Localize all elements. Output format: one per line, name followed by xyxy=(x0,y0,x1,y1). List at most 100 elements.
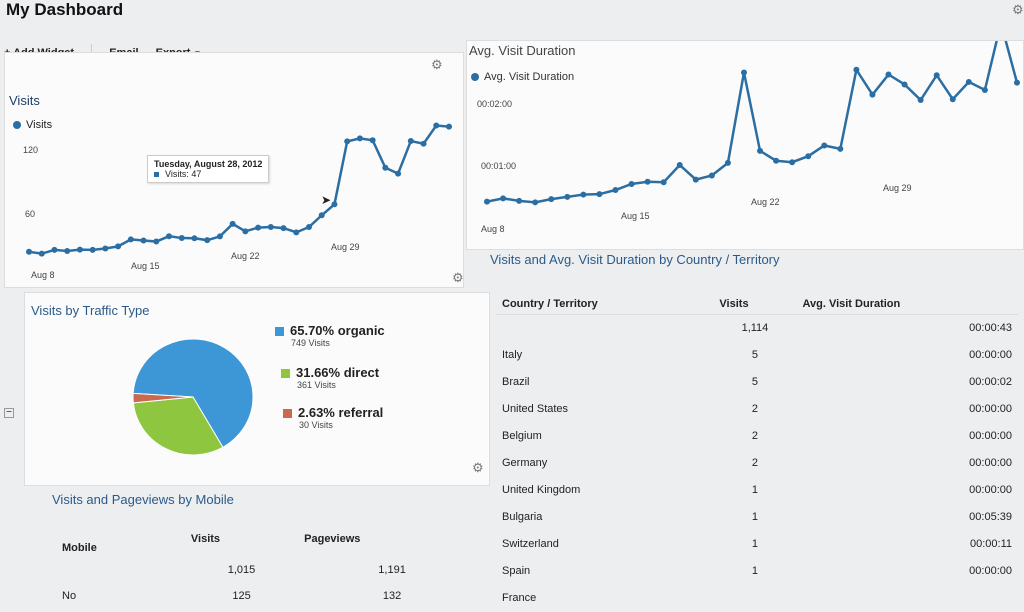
duration-data-point[interactable] xyxy=(516,197,523,204)
duration-data-point[interactable] xyxy=(933,72,940,79)
pie-slice-direct[interactable] xyxy=(132,396,224,456)
visits-data-point[interactable] xyxy=(38,250,45,257)
visits-data-point[interactable] xyxy=(407,138,414,145)
visits-data-point[interactable] xyxy=(191,235,198,242)
cell-duration: 00:00:00 xyxy=(796,341,1018,369)
visits-data-point[interactable] xyxy=(64,247,71,254)
traffic-gear-icon[interactable]: ⚙ xyxy=(452,270,464,285)
visits-data-point[interactable] xyxy=(446,123,452,130)
visits-data-point[interactable] xyxy=(395,170,402,177)
duration-data-point[interactable] xyxy=(773,157,780,164)
duration-data-point[interactable] xyxy=(644,178,651,185)
collapse-icon[interactable]: − xyxy=(4,408,14,418)
visits-data-point[interactable] xyxy=(242,228,249,235)
duration-data-point[interactable] xyxy=(740,69,747,76)
visits-data-point[interactable] xyxy=(51,246,58,253)
cell-visits: 5 xyxy=(713,341,797,369)
visits-data-point[interactable] xyxy=(369,137,376,144)
referral-visits: 30 Visits xyxy=(299,420,333,430)
visits-data-point[interactable] xyxy=(306,224,312,230)
x-tick: Aug 8 xyxy=(481,224,505,234)
cell-visits: 1 xyxy=(713,557,797,585)
duration-data-point[interactable] xyxy=(580,191,587,198)
duration-data-point[interactable] xyxy=(596,191,603,198)
duration-data-point[interactable] xyxy=(708,172,715,179)
duration-data-point[interactable] xyxy=(1014,79,1020,86)
duration-data-point[interactable] xyxy=(981,86,988,93)
duration-data-point[interactable] xyxy=(965,78,972,85)
duration-data-point[interactable] xyxy=(917,97,924,103)
duration-data-point[interactable] xyxy=(821,142,828,149)
visits-data-point[interactable] xyxy=(331,201,338,208)
visits-data-point[interactable] xyxy=(102,245,109,252)
duration-data-point[interactable] xyxy=(500,195,507,202)
duration-data-point[interactable] xyxy=(628,181,635,187)
visits-series-line xyxy=(28,124,450,255)
visits-data-point[interactable] xyxy=(140,237,147,244)
duration-data-point[interactable] xyxy=(789,159,796,166)
visits-data-point[interactable] xyxy=(178,235,185,242)
gear-icon[interactable]: ⚙ xyxy=(1012,2,1024,17)
pie-slice-referral[interactable] xyxy=(132,392,194,404)
cell-duration: 00:00:43 xyxy=(796,314,1018,342)
cell-visits: 1,015 xyxy=(227,564,256,576)
visits-data-point[interactable] xyxy=(153,238,160,245)
duration-data-point[interactable] xyxy=(612,187,619,194)
organic-visits: 749 Visits xyxy=(291,338,330,348)
visits-data-point[interactable] xyxy=(344,138,351,145)
duration-data-point[interactable] xyxy=(805,153,812,160)
visits-data-point[interactable] xyxy=(255,224,262,231)
mobile-gear-icon[interactable]: ⚙ xyxy=(472,460,484,475)
cell-country: France xyxy=(496,584,714,612)
y-tick-2min: 00:02:00 xyxy=(477,99,513,109)
duration-data-point[interactable] xyxy=(676,162,683,168)
duration-data-point[interactable] xyxy=(869,91,876,98)
visits-data-point[interactable] xyxy=(26,248,32,255)
x-tick: Aug 29 xyxy=(331,242,360,252)
duration-data-point[interactable] xyxy=(757,147,764,154)
visits-data-point[interactable] xyxy=(420,140,427,147)
duration-data-point[interactable] xyxy=(949,96,956,103)
cell-visits: 5 xyxy=(713,368,797,396)
visits-data-point[interactable] xyxy=(356,135,363,142)
duration-data-point[interactable] xyxy=(724,159,731,166)
cursor-icon: ➤ xyxy=(321,193,332,207)
visits-data-point[interactable] xyxy=(382,164,389,171)
duration-data-point[interactable] xyxy=(564,193,571,200)
duration-data-point[interactable] xyxy=(548,196,555,203)
visits-data-point[interactable] xyxy=(229,220,236,227)
cell-duration: 00:00:00 xyxy=(796,449,1018,477)
visits-data-point[interactable] xyxy=(166,233,172,240)
cell-visits: 1,114 xyxy=(713,314,797,342)
visits-data-point[interactable] xyxy=(267,224,274,231)
col-header-country: Country / Territory xyxy=(496,294,714,315)
duration-data-point[interactable] xyxy=(532,199,539,206)
visits-data-point[interactable] xyxy=(280,225,287,232)
visits-data-point[interactable] xyxy=(76,246,83,253)
visits-gear-icon[interactable]: ⚙ xyxy=(431,57,443,72)
visits-data-point[interactable] xyxy=(318,212,325,219)
cell-visits: 1 xyxy=(713,530,797,558)
legend-dot-icon xyxy=(471,73,479,82)
duration-data-point[interactable] xyxy=(885,71,892,78)
visits-data-point[interactable] xyxy=(293,229,300,236)
visits-data-point[interactable] xyxy=(204,237,211,244)
traffic-panel-title: Visits by Traffic Type xyxy=(31,303,150,318)
visits-data-point[interactable] xyxy=(216,233,223,240)
tooltip-value: Visits: 47 xyxy=(165,169,202,179)
duration-data-point[interactable] xyxy=(853,66,860,73)
visits-data-point[interactable] xyxy=(127,236,134,243)
duration-data-point[interactable] xyxy=(660,179,667,186)
visits-data-point[interactable] xyxy=(433,122,440,129)
cell-duration xyxy=(796,584,1018,612)
table-row: Spain 1 00:00:00 xyxy=(496,557,1018,585)
table-header-row: Mobile Visits Pageviews xyxy=(56,520,486,557)
visits-data-point[interactable] xyxy=(89,246,96,253)
duration-data-point[interactable] xyxy=(901,81,908,88)
pie-slice-organic[interactable] xyxy=(132,338,254,448)
chart-tooltip: Tuesday, August 28, 2012 Visits: 47 xyxy=(147,155,270,183)
duration-data-point[interactable] xyxy=(484,198,490,205)
visits-data-point[interactable] xyxy=(115,243,122,250)
duration-data-point[interactable] xyxy=(837,145,844,152)
duration-data-point[interactable] xyxy=(692,176,699,183)
